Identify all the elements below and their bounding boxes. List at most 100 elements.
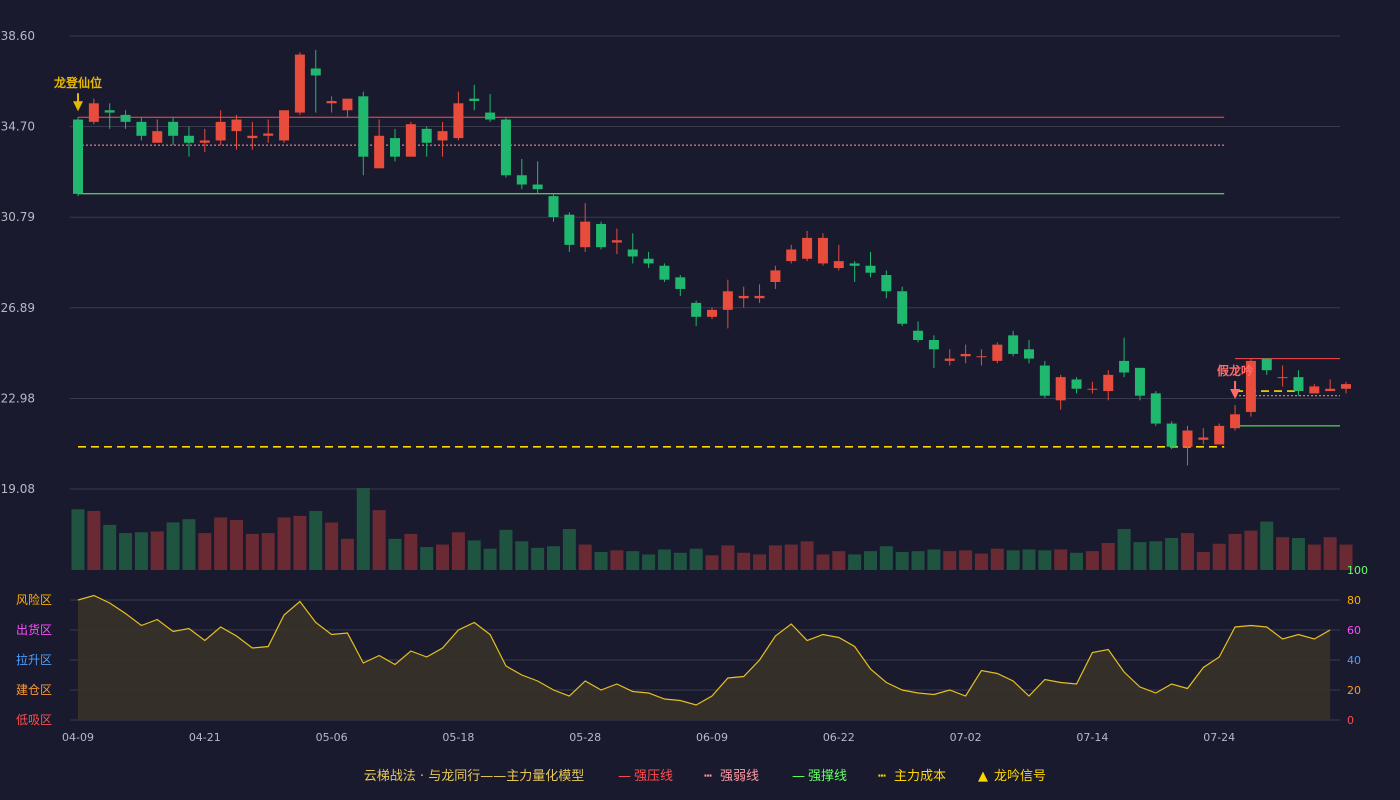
volume-bar xyxy=(230,519,243,570)
candle-body xyxy=(707,309,717,317)
volume-bar xyxy=(895,551,909,570)
candle-body xyxy=(659,265,670,280)
candle-body xyxy=(516,175,527,185)
x-tick-label: 06-22 xyxy=(823,731,855,744)
oscillator-axis-label: 20 xyxy=(1347,684,1361,697)
candle-body xyxy=(1055,377,1066,401)
volume-bar xyxy=(1165,538,1179,570)
candle-body xyxy=(548,196,559,218)
volume-bar xyxy=(214,517,228,570)
volume-bar xyxy=(483,548,497,570)
price-tick-label: 26.89 xyxy=(1,301,35,315)
volume-bar xyxy=(1244,530,1258,570)
candle-body xyxy=(627,249,638,257)
candle-body xyxy=(1103,374,1114,392)
candle-body xyxy=(1277,377,1288,379)
x-tick-label: 07-02 xyxy=(950,731,982,744)
volume-bar xyxy=(166,522,180,570)
volume-bar xyxy=(436,544,450,570)
volume-bar xyxy=(578,544,592,570)
candle-body xyxy=(104,110,115,113)
candle-body xyxy=(1245,360,1256,412)
volume-bar xyxy=(1276,537,1290,570)
volume-bar xyxy=(277,517,291,570)
x-tick-label: 04-21 xyxy=(189,731,221,744)
candle-body xyxy=(136,121,147,136)
oscillator-axis-label: 80 xyxy=(1347,594,1361,607)
volume-bar xyxy=(293,515,307,570)
oscillator-axis-label: 0 xyxy=(1347,714,1354,727)
price-tick-label: 22.98 xyxy=(1,391,35,405)
oscillator-zone-label: 拉升区 xyxy=(16,652,52,667)
volume-bar xyxy=(388,538,402,570)
volume-bar xyxy=(959,550,973,570)
volume-bar xyxy=(784,544,798,570)
candle-body xyxy=(786,249,797,262)
volume-bar xyxy=(974,553,988,570)
legend-label: 强压线 xyxy=(634,769,673,784)
candle-body xyxy=(881,275,892,292)
volume-bar xyxy=(325,522,339,570)
price-tick-label: 30.79 xyxy=(1,210,35,224)
volume-bar xyxy=(642,554,656,570)
candle-body xyxy=(485,112,496,120)
volume-bar xyxy=(1149,541,1163,570)
candle-body xyxy=(390,138,400,157)
volume-bar xyxy=(1054,549,1068,570)
candle-body xyxy=(564,214,575,245)
oscillator-axis-label: 60 xyxy=(1347,624,1361,637)
candle-body xyxy=(722,291,733,310)
volume-bar xyxy=(879,546,893,570)
volume-bar xyxy=(261,533,275,570)
candle-body xyxy=(833,261,844,269)
volume-bar xyxy=(705,555,719,570)
candle-body xyxy=(1119,360,1130,373)
legend-label: 强弱线 xyxy=(720,769,759,784)
volume-bar xyxy=(1196,551,1210,570)
candle-body xyxy=(817,237,828,264)
volume-bar xyxy=(1070,552,1084,570)
legend-label: 强撑线 xyxy=(808,769,847,784)
price-tick-label: 19.08 xyxy=(1,482,35,496)
volume-bar xyxy=(990,548,1004,570)
candle-body xyxy=(1309,386,1320,394)
volume-bar xyxy=(356,488,370,570)
volume-bar xyxy=(753,554,767,570)
volume-bar xyxy=(737,552,751,570)
volume-bar xyxy=(610,550,624,570)
candle-body xyxy=(960,353,971,357)
volume-bar xyxy=(372,510,386,570)
oscillator-zone-label: 出货区 xyxy=(16,622,52,637)
volume-bar xyxy=(832,551,846,570)
candle-body xyxy=(1341,384,1351,389)
candle-body xyxy=(944,358,955,361)
volume-bar xyxy=(1323,537,1337,570)
candle-body xyxy=(437,131,448,141)
candle-body xyxy=(199,140,210,143)
candle-body xyxy=(928,340,939,350)
candle-body xyxy=(1150,393,1161,424)
signal-arrow-icon xyxy=(1230,388,1241,399)
candle-body xyxy=(754,295,765,299)
volume-bar xyxy=(1339,544,1353,570)
candle-body xyxy=(1230,414,1241,429)
x-tick-label: 07-24 xyxy=(1203,731,1235,744)
volume-bar xyxy=(721,545,735,570)
candle-body xyxy=(992,344,1003,361)
candle-body xyxy=(1134,367,1145,396)
x-tick-label: 07-14 xyxy=(1076,731,1108,744)
volume-bar xyxy=(499,529,513,570)
oscillator-line xyxy=(77,594,1331,706)
candle-body xyxy=(183,135,194,143)
volume-bar xyxy=(71,509,85,570)
legend-symbol: — xyxy=(618,769,631,784)
volume-bar xyxy=(943,551,957,570)
candle-body xyxy=(675,277,686,289)
candle-body xyxy=(1182,430,1193,447)
candle-body xyxy=(469,98,480,101)
candle-body xyxy=(1071,379,1082,389)
candle-body xyxy=(643,258,654,264)
candle-body xyxy=(913,330,924,341)
candle-body xyxy=(247,135,258,139)
oscillator-axis-label: 100 xyxy=(1347,564,1368,577)
